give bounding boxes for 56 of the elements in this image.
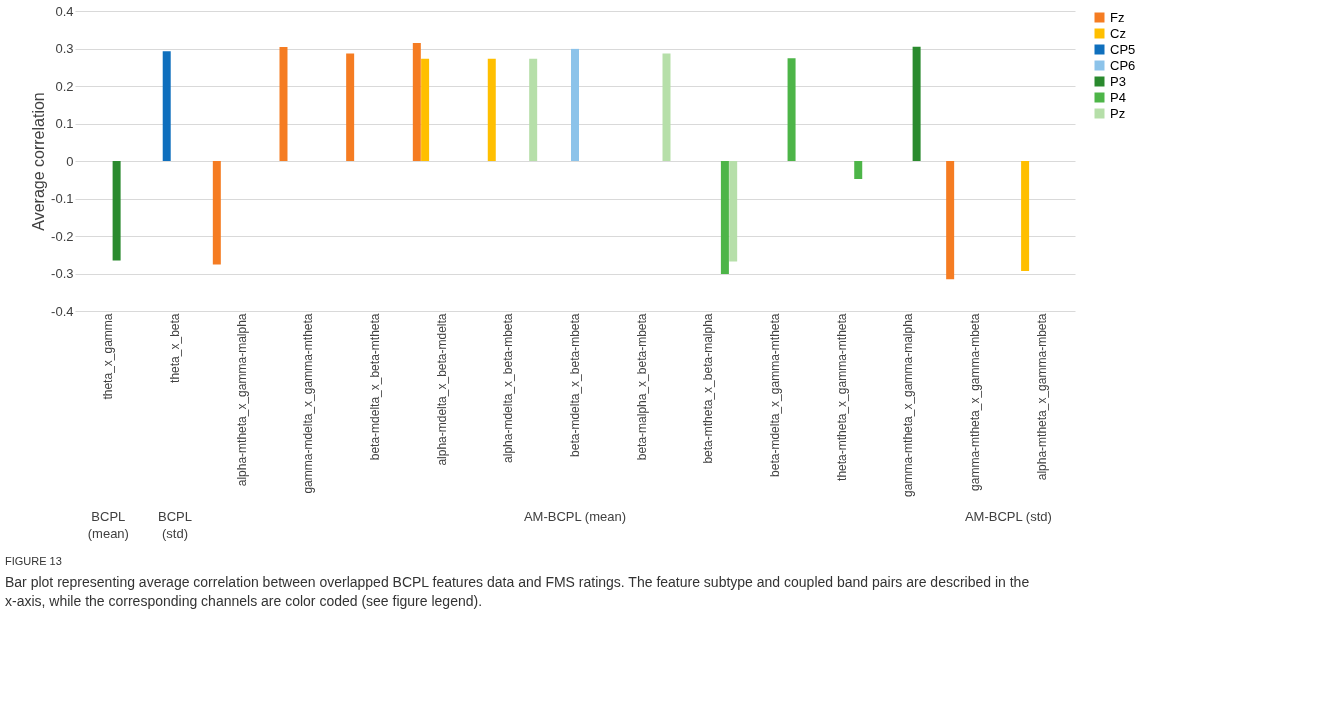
bar [346,53,355,161]
x-tick-label: beta-mdelta_x_beta-mbeta [568,313,582,457]
text: Bar plot representing average correlation between overlapped BCPL features data and FMS ratings. The feature subtype and coupled band pairs are described in the x-axis, while the corresponding channels are color coded (see figure legend). [5,574,1030,609]
text: AM-BCPL (std) [964,509,1052,524]
legend-label: CP6 [1110,57,1136,73]
text: AM-BCPL (mean) [523,509,627,524]
bar [421,58,430,161]
x-tick-label: beta-mtheta_x_beta-malpha [701,313,716,464]
bar [720,161,729,274]
x-tick-label: beta-mdelta_x_gamma-mtheta [768,313,782,477]
x-tick-label: gamma-mdelta_x_gamma-mtheta [301,313,316,494]
x-tick-label: theta-mtheta_x_gamma-mtheta [834,313,849,481]
x-tick-label: beta-malpha_x_beta-mbeta [634,313,649,461]
y-tick-label: 0.3 [55,41,74,56]
text: BCPL (std) [158,509,192,541]
caption: FIGURE 13 [5,555,62,567]
bar [487,58,496,161]
x-tick-label: alpha-mdelta_x_beta-mbeta [501,313,516,463]
legend-label: Fz [1110,9,1125,25]
x-tick-label: gamma-mtheta_x_gamma-malpha [901,313,916,497]
bar [854,161,863,179]
x-tick-label: gamma-mtheta_x_gamma-mbeta [968,313,982,491]
y-tick-label: -0.1 [51,191,74,206]
bar [212,161,221,265]
legend-label: CP5 [1110,41,1136,57]
y-axis-title: Average correlation [30,92,48,231]
x-tick-label: theta_x_beta [168,313,182,383]
bar [1021,161,1030,271]
y-tick-label: -0.4 [51,303,74,319]
legend-label: Pz [1110,105,1126,121]
bar [662,53,671,161]
x-tick-label: alpha-mtheta_x_gamma-mbeta [1034,313,1049,481]
bar [412,42,421,161]
x-tick-label: alpha-mdelta_x_beta-mdelta [434,313,449,466]
y-tick-label: 0.2 [55,78,74,94]
y-tick-label: 0.4 [55,3,74,19]
bar [279,47,288,161]
bar [162,51,171,161]
bar [571,48,579,161]
bar [729,161,738,262]
legend-label: P3 [1110,73,1126,89]
y-tick-label: -0.3 [51,266,74,281]
y-tick-label: 0.1 [55,116,74,131]
bar [912,46,921,161]
bar [529,58,538,161]
y-tick-label: 0 [66,153,74,169]
text: BCPL (mean) [87,509,129,541]
bar [787,58,796,161]
legend-label: Cz [1110,25,1126,41]
legend-label: P4 [1110,89,1126,105]
x-tick-label: alpha-mtheta_x_gamma-malpha [234,313,249,487]
y-tick-label: -0.2 [51,228,74,244]
x-tick-label: beta-mdelta_x_beta-mtheta [368,313,382,461]
bar [946,161,955,280]
x-tick-label: theta_x_gamma [101,313,116,400]
bar [112,161,121,261]
